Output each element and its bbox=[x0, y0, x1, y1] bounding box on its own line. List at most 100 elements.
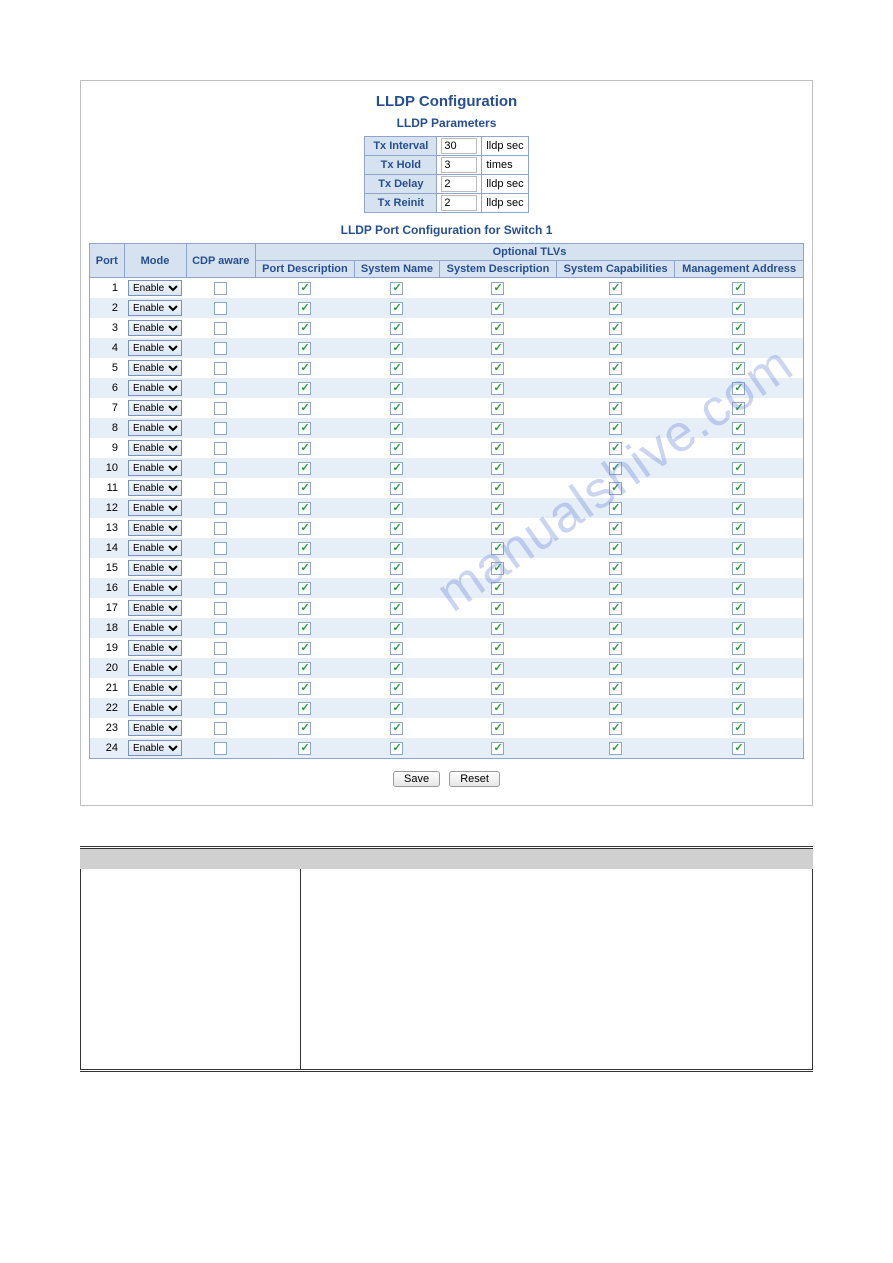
ma-checkbox[interactable] bbox=[732, 582, 745, 595]
mode-select[interactable]: Enable bbox=[128, 420, 182, 436]
pd-checkbox[interactable] bbox=[298, 582, 311, 595]
sd-checkbox[interactable] bbox=[491, 422, 504, 435]
sd-checkbox[interactable] bbox=[491, 462, 504, 475]
cdp-checkbox[interactable] bbox=[214, 662, 227, 675]
sc-checkbox[interactable] bbox=[609, 482, 622, 495]
pd-checkbox[interactable] bbox=[298, 682, 311, 695]
sc-checkbox[interactable] bbox=[609, 502, 622, 515]
sd-checkbox[interactable] bbox=[491, 302, 504, 315]
cdp-checkbox[interactable] bbox=[214, 462, 227, 475]
cdp-checkbox[interactable] bbox=[214, 702, 227, 715]
sc-checkbox[interactable] bbox=[609, 662, 622, 675]
ma-checkbox[interactable] bbox=[732, 322, 745, 335]
pd-checkbox[interactable] bbox=[298, 662, 311, 675]
ma-checkbox[interactable] bbox=[732, 642, 745, 655]
param-input[interactable] bbox=[441, 157, 477, 173]
mode-select[interactable]: Enable bbox=[128, 400, 182, 416]
mode-select[interactable]: Enable bbox=[128, 720, 182, 736]
mode-select[interactable]: Enable bbox=[128, 360, 182, 376]
cdp-checkbox[interactable] bbox=[214, 602, 227, 615]
sn-checkbox[interactable] bbox=[390, 562, 403, 575]
pd-checkbox[interactable] bbox=[298, 482, 311, 495]
cdp-checkbox[interactable] bbox=[214, 282, 227, 295]
sd-checkbox[interactable] bbox=[491, 642, 504, 655]
ma-checkbox[interactable] bbox=[732, 382, 745, 395]
param-input[interactable] bbox=[441, 138, 477, 154]
mode-select[interactable]: Enable bbox=[128, 540, 182, 556]
pd-checkbox[interactable] bbox=[298, 362, 311, 375]
pd-checkbox[interactable] bbox=[298, 522, 311, 535]
sn-checkbox[interactable] bbox=[390, 462, 403, 475]
sn-checkbox[interactable] bbox=[390, 322, 403, 335]
cdp-checkbox[interactable] bbox=[214, 362, 227, 375]
sc-checkbox[interactable] bbox=[609, 542, 622, 555]
sn-checkbox[interactable] bbox=[390, 642, 403, 655]
mode-select[interactable]: Enable bbox=[128, 580, 182, 596]
param-input[interactable] bbox=[441, 195, 477, 211]
sd-checkbox[interactable] bbox=[491, 702, 504, 715]
sd-checkbox[interactable] bbox=[491, 322, 504, 335]
sn-checkbox[interactable] bbox=[390, 742, 403, 755]
cdp-checkbox[interactable] bbox=[214, 562, 227, 575]
mode-select[interactable]: Enable bbox=[128, 380, 182, 396]
mode-select[interactable]: Enable bbox=[128, 740, 182, 756]
pd-checkbox[interactable] bbox=[298, 642, 311, 655]
ma-checkbox[interactable] bbox=[732, 522, 745, 535]
ma-checkbox[interactable] bbox=[732, 482, 745, 495]
sn-checkbox[interactable] bbox=[390, 482, 403, 495]
sn-checkbox[interactable] bbox=[390, 382, 403, 395]
sd-checkbox[interactable] bbox=[491, 482, 504, 495]
cdp-checkbox[interactable] bbox=[214, 302, 227, 315]
sc-checkbox[interactable] bbox=[609, 422, 622, 435]
sd-checkbox[interactable] bbox=[491, 542, 504, 555]
sn-checkbox[interactable] bbox=[390, 662, 403, 675]
sd-checkbox[interactable] bbox=[491, 342, 504, 355]
sn-checkbox[interactable] bbox=[390, 402, 403, 415]
sn-checkbox[interactable] bbox=[390, 302, 403, 315]
ma-checkbox[interactable] bbox=[732, 702, 745, 715]
sd-checkbox[interactable] bbox=[491, 562, 504, 575]
sc-checkbox[interactable] bbox=[609, 282, 622, 295]
cdp-checkbox[interactable] bbox=[214, 422, 227, 435]
sn-checkbox[interactable] bbox=[390, 702, 403, 715]
sn-checkbox[interactable] bbox=[390, 342, 403, 355]
sd-checkbox[interactable] bbox=[491, 662, 504, 675]
sc-checkbox[interactable] bbox=[609, 342, 622, 355]
sd-checkbox[interactable] bbox=[491, 622, 504, 635]
save-button[interactable]: Save bbox=[393, 771, 440, 787]
cdp-checkbox[interactable] bbox=[214, 682, 227, 695]
sc-checkbox[interactable] bbox=[609, 622, 622, 635]
cdp-checkbox[interactable] bbox=[214, 402, 227, 415]
pd-checkbox[interactable] bbox=[298, 722, 311, 735]
pd-checkbox[interactable] bbox=[298, 702, 311, 715]
sc-checkbox[interactable] bbox=[609, 702, 622, 715]
mode-select[interactable]: Enable bbox=[128, 280, 182, 296]
cdp-checkbox[interactable] bbox=[214, 642, 227, 655]
mode-select[interactable]: Enable bbox=[128, 660, 182, 676]
sd-checkbox[interactable] bbox=[491, 722, 504, 735]
ma-checkbox[interactable] bbox=[732, 282, 745, 295]
ma-checkbox[interactable] bbox=[732, 402, 745, 415]
cdp-checkbox[interactable] bbox=[214, 442, 227, 455]
sc-checkbox[interactable] bbox=[609, 582, 622, 595]
sn-checkbox[interactable] bbox=[390, 282, 403, 295]
sd-checkbox[interactable] bbox=[491, 522, 504, 535]
sn-checkbox[interactable] bbox=[390, 622, 403, 635]
cdp-checkbox[interactable] bbox=[214, 622, 227, 635]
sd-checkbox[interactable] bbox=[491, 502, 504, 515]
sn-checkbox[interactable] bbox=[390, 602, 403, 615]
sc-checkbox[interactable] bbox=[609, 462, 622, 475]
sn-checkbox[interactable] bbox=[390, 522, 403, 535]
pd-checkbox[interactable] bbox=[298, 622, 311, 635]
sn-checkbox[interactable] bbox=[390, 582, 403, 595]
pd-checkbox[interactable] bbox=[298, 562, 311, 575]
sd-checkbox[interactable] bbox=[491, 282, 504, 295]
sd-checkbox[interactable] bbox=[491, 442, 504, 455]
ma-checkbox[interactable] bbox=[732, 502, 745, 515]
sc-checkbox[interactable] bbox=[609, 362, 622, 375]
mode-select[interactable]: Enable bbox=[128, 320, 182, 336]
mode-select[interactable]: Enable bbox=[128, 440, 182, 456]
mode-select[interactable]: Enable bbox=[128, 640, 182, 656]
ma-checkbox[interactable] bbox=[732, 562, 745, 575]
ma-checkbox[interactable] bbox=[732, 362, 745, 375]
